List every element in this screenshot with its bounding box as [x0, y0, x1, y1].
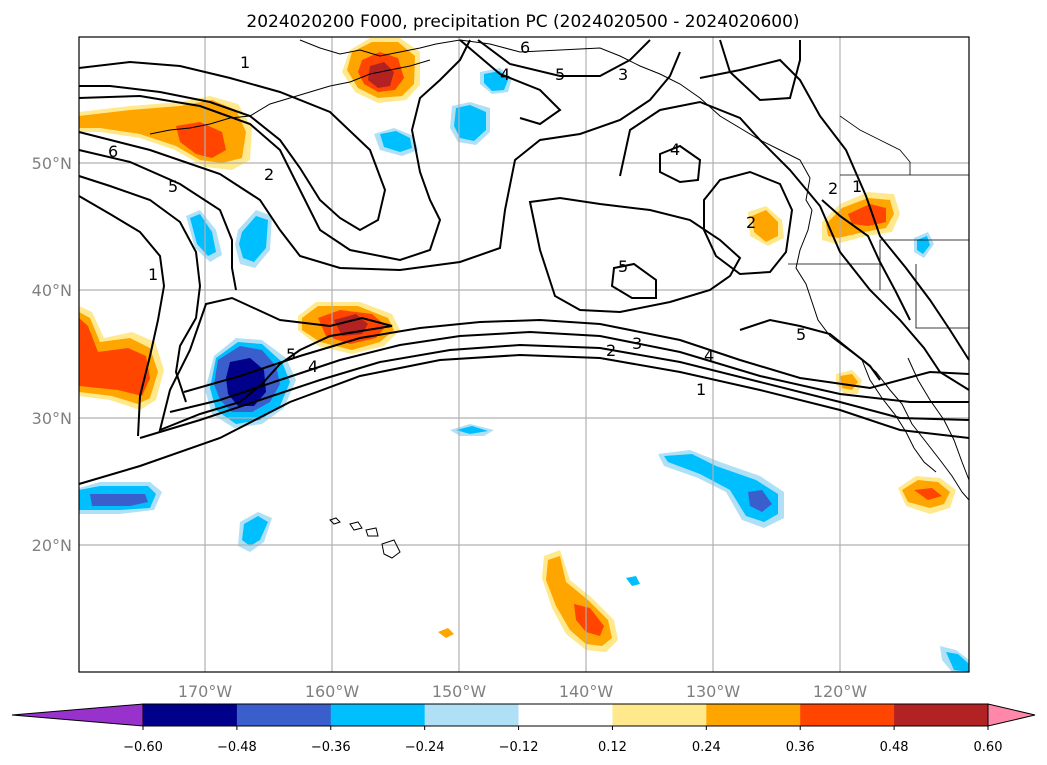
lon-label: 140°W: [559, 682, 614, 701]
colorbar-tick-label: 0.36: [786, 740, 815, 755]
lat-label: 50°N: [32, 154, 72, 173]
anomaly-negative-se-streak: [658, 450, 784, 528]
contour-label: 6: [108, 142, 118, 161]
colorbar-extend-max: [987, 703, 1036, 727]
colorbar-segment: [894, 704, 989, 726]
lat-label: 40°N: [32, 281, 72, 300]
colorbar-tick-label: 0.12: [598, 740, 627, 755]
contour-label: 4: [670, 140, 680, 159]
graticule: [79, 37, 969, 672]
map-title: 2024020200 F000, precipitation PC (20240…: [246, 12, 799, 32]
colorbar-tick-label: 0.60: [974, 740, 1003, 755]
colorbar-ticks: −0.60 −0.48 −0.36 −0.24 −0.12 0.12 0.24 0.36 0.4…: [123, 726, 1002, 755]
contour-label: 5: [286, 345, 296, 364]
alaska-coast: [299, 39, 813, 211]
colorbar-tick-label: −0.24: [405, 740, 445, 755]
colorbar-segment: [236, 704, 332, 726]
colorbar-segments: [142, 703, 989, 727]
hawaii-islands: [329, 517, 401, 559]
contour-label: 4: [704, 346, 714, 365]
anomaly-negative-sw: [79, 482, 162, 514]
anomaly-negative-north-3: [374, 128, 418, 156]
contour-label: 2: [264, 165, 274, 184]
contour-label: 2: [746, 213, 756, 232]
colorbar-segment: [612, 704, 707, 726]
contour-label: 1: [148, 265, 158, 284]
anomaly-negative-north-1: [480, 68, 512, 94]
contour-lines: [78, 39, 970, 485]
anomaly-negative-small-sw: [238, 512, 272, 552]
anomaly-negative-170w: [186, 210, 272, 268]
lat-label: 20°N: [32, 536, 72, 555]
colorbar-segment: [143, 704, 238, 726]
anomaly-negative-ne: [626, 232, 969, 672]
latitude-axis: 50°N 40°N 30°N 20°N: [32, 154, 72, 555]
colorbar-extend-min: [11, 703, 144, 727]
contour-label: 6: [520, 38, 530, 57]
anomaly-negative-hawaii-north: [450, 424, 494, 436]
contour-label: 3: [618, 65, 628, 84]
lon-label: 120°W: [813, 682, 868, 701]
colorbar-segment: [518, 704, 613, 726]
contour-label: 1: [852, 177, 862, 196]
contour-label: 5: [796, 325, 806, 344]
contour-label: 4: [308, 357, 318, 376]
colorbar-tick-label: −0.60: [123, 740, 163, 755]
colorbar-tick-label: 0.48: [880, 740, 909, 755]
colorbar-tick-label: 0.24: [692, 740, 721, 755]
map-frame: [78, 36, 970, 673]
baja-peninsula: [861, 359, 937, 473]
anomaly-negative-north-2: [450, 102, 490, 145]
political-borders: [788, 115, 969, 329]
longitude-axis: 170°W 160°W 150°W 140°W 130°W 120°W: [178, 682, 868, 701]
anomaly-positive-tiny: [438, 628, 454, 638]
lon-label: 150°W: [432, 682, 487, 701]
colorbar-segment: [424, 704, 520, 726]
lon-label: 170°W: [178, 682, 233, 701]
colorbar-segment: [800, 704, 895, 726]
contour-label: 2: [828, 179, 838, 198]
colorbar-segment: [706, 704, 801, 726]
anomaly-positive-alaska: [342, 38, 420, 103]
colorbar-tick-label: −0.36: [311, 740, 351, 755]
precipitation-anomaly-fills: [79, 38, 969, 672]
contour-label: 5: [168, 177, 178, 196]
colorbar-tick-label: −0.48: [217, 740, 257, 755]
aleutian-islands: [149, 59, 431, 135]
contour-label-group: 1 6 5 2 1 5 4 6 5 4 3 4 5 2 2 1 2 3 4 1 …: [108, 38, 862, 399]
contour-label: 5: [618, 257, 628, 276]
lat-label: 30°N: [32, 409, 72, 428]
colorbar-tick-label: −0.12: [499, 740, 539, 755]
contour-label: 4: [500, 65, 510, 84]
lon-label: 160°W: [305, 682, 360, 701]
contour-label: 2: [606, 341, 616, 360]
contour-label: 3: [632, 334, 642, 353]
anomaly-positive-south: [542, 550, 618, 652]
colorbar: −0.60 −0.48 −0.36 −0.24 −0.12 0.12 0.24 0.36 0.4…: [11, 703, 1036, 755]
contour-label: 1: [696, 380, 706, 399]
contour-label: 5: [555, 65, 565, 84]
colorbar-segment: [330, 704, 426, 726]
contour-label: 1: [240, 53, 250, 72]
lon-label: 130°W: [686, 682, 741, 701]
